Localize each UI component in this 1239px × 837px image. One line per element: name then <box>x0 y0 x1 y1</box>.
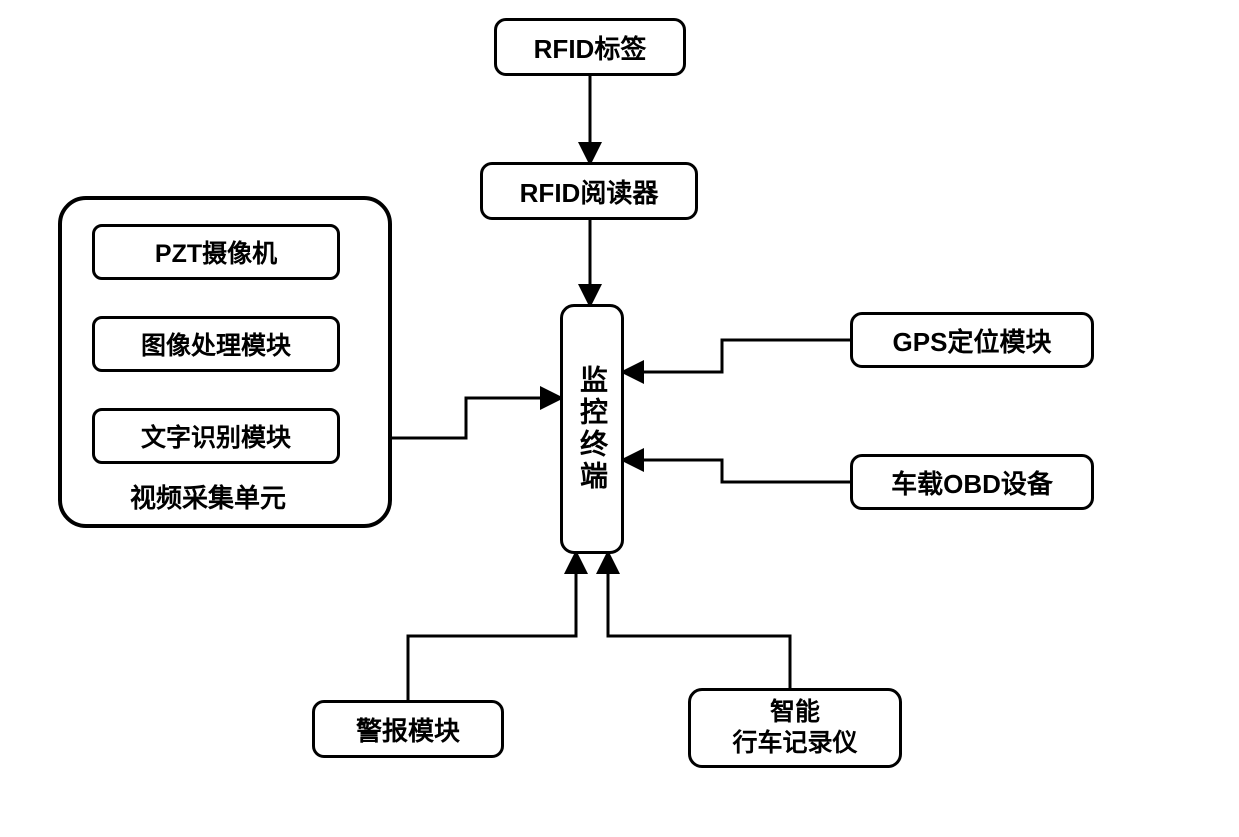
container-label: 视频采集单元 <box>130 478 286 515</box>
node-label: RFID标签 <box>534 29 647 66</box>
node-label: 车载OBD设备 <box>891 464 1053 501</box>
node-smart-recorder: 智能 行车记录仪 <box>688 688 902 768</box>
node-gps-module: GPS定位模块 <box>850 312 1094 368</box>
node-pzt-camera: PZT摄像机 <box>92 224 340 280</box>
node-text-recognition: 文字识别模块 <box>92 408 340 464</box>
edge <box>408 554 576 700</box>
node-label: RFID阅读器 <box>520 173 659 210</box>
label-text: 视频采集单元 <box>130 483 286 513</box>
node-rfid-reader: RFID阅读器 <box>480 162 698 220</box>
node-image-processing: 图像处理模块 <box>92 316 340 372</box>
node-rfid-tag: RFID标签 <box>494 18 686 76</box>
edge <box>392 398 560 438</box>
node-label: 文字识别模块 <box>141 418 291 454</box>
node-monitor-terminal: 监控终端 <box>560 304 624 554</box>
node-label: 警报模块 <box>356 711 460 748</box>
node-label: 监控终端 <box>572 365 612 493</box>
node-alarm-module: 警报模块 <box>312 700 504 758</box>
node-obd-device: 车载OBD设备 <box>850 454 1094 510</box>
node-label: GPS定位模块 <box>893 322 1052 359</box>
edge <box>608 554 790 688</box>
edge <box>624 460 850 482</box>
node-label: PZT摄像机 <box>155 234 277 270</box>
node-label: 智能 行车记录仪 <box>732 697 857 760</box>
edge <box>624 340 850 372</box>
node-label: 图像处理模块 <box>141 326 291 362</box>
